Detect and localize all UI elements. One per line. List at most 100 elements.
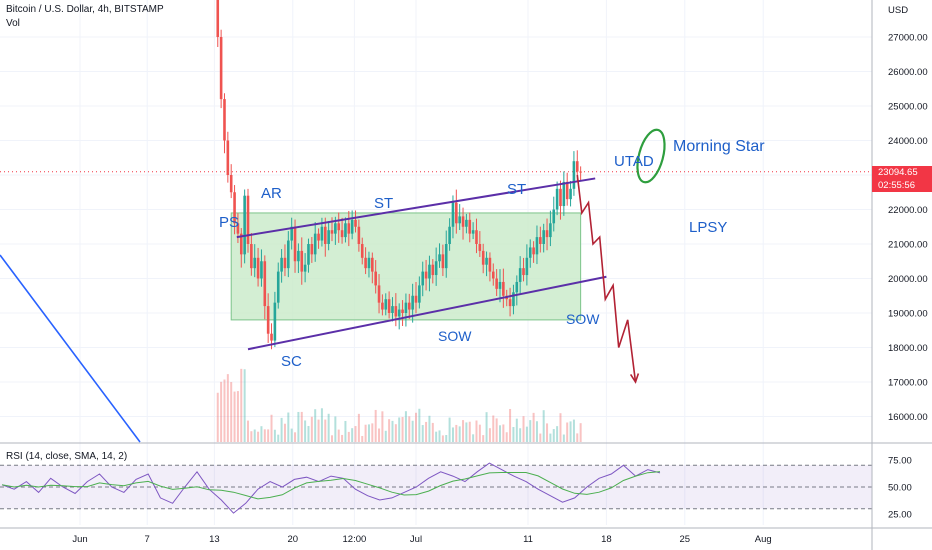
volume-bar bbox=[529, 420, 532, 442]
projection-arrowhead bbox=[629, 373, 640, 384]
time-tick-label: Jul bbox=[410, 534, 422, 545]
volume-bar bbox=[267, 429, 270, 442]
volume-bar bbox=[458, 426, 461, 442]
volume-bar bbox=[401, 417, 404, 442]
candle-body bbox=[216, 0, 220, 37]
drawings-layer bbox=[0, 128, 666, 443]
candle-body bbox=[273, 302, 277, 341]
volume-bar bbox=[488, 428, 491, 442]
time-tick-label: 18 bbox=[601, 534, 612, 545]
volume-bar bbox=[519, 428, 522, 442]
volume-bar bbox=[425, 421, 428, 442]
volume-bar bbox=[421, 425, 424, 442]
volume-bar bbox=[451, 427, 454, 442]
volume-bar bbox=[559, 413, 562, 442]
volume-bar bbox=[502, 424, 505, 442]
candle-body bbox=[287, 240, 290, 269]
candle-body bbox=[350, 219, 354, 234]
candle-body bbox=[414, 295, 418, 303]
volume-bar bbox=[535, 421, 538, 442]
candle-body bbox=[407, 302, 411, 310]
candle-body bbox=[532, 247, 535, 255]
volume-bar bbox=[230, 382, 233, 442]
volume-bar bbox=[243, 369, 246, 442]
volume-bar bbox=[273, 429, 276, 442]
candle-body bbox=[475, 230, 478, 244]
candle-body bbox=[270, 333, 273, 341]
volume-bar bbox=[569, 421, 572, 442]
candle-body bbox=[280, 257, 283, 272]
rsi-ma-line bbox=[1, 471, 661, 500]
candle-body bbox=[539, 237, 542, 244]
candle-body bbox=[515, 281, 519, 293]
candle-body bbox=[391, 306, 394, 313]
annotation-utad: UTAD bbox=[614, 153, 654, 170]
annotation-sow1: SOW bbox=[438, 328, 472, 344]
volume-bar bbox=[361, 435, 364, 442]
candle-body bbox=[488, 257, 492, 272]
annotation-morning-star: Morning Star bbox=[673, 138, 765, 155]
rsi-tick-label: 25.00 bbox=[888, 510, 912, 521]
candle-body bbox=[498, 281, 502, 289]
volume-bar bbox=[509, 408, 512, 442]
volume-bar bbox=[226, 374, 229, 442]
candle-body bbox=[360, 244, 364, 258]
candle-body bbox=[384, 299, 388, 310]
candle-body bbox=[522, 268, 525, 276]
volume-bar bbox=[378, 428, 381, 442]
candle-body bbox=[549, 223, 552, 238]
volume-bar bbox=[216, 392, 219, 442]
candle-body bbox=[471, 230, 475, 234]
candle-body bbox=[535, 237, 539, 255]
candle-body bbox=[495, 278, 498, 289]
candle-body bbox=[502, 281, 505, 296]
candle-body bbox=[266, 306, 270, 334]
candle-body bbox=[528, 247, 532, 258]
price-tick-label: 27000.00 bbox=[888, 33, 928, 44]
price-tick-label: 26000.00 bbox=[888, 67, 928, 78]
candle-body bbox=[572, 161, 576, 189]
candle-body bbox=[367, 257, 371, 269]
volume-bar bbox=[388, 419, 391, 442]
candle-body bbox=[458, 216, 461, 224]
candle-body bbox=[226, 140, 230, 175]
legend-rsi: RSI (14, close, SMA, 14, 2) bbox=[6, 451, 128, 462]
volume-bar bbox=[475, 420, 478, 442]
volume-bar bbox=[280, 417, 283, 442]
volume-bar bbox=[374, 409, 377, 442]
candle-body bbox=[381, 302, 384, 310]
volume-bar bbox=[482, 435, 485, 442]
volume-bar bbox=[364, 424, 367, 442]
volume-bar bbox=[415, 412, 417, 442]
volume-bar bbox=[270, 414, 273, 442]
candle-body bbox=[307, 244, 310, 265]
candle-body bbox=[559, 188, 562, 207]
candle-body bbox=[371, 257, 374, 272]
candle-body bbox=[330, 230, 334, 234]
price-tick-label: 16000.00 bbox=[888, 412, 928, 423]
decline-trendline bbox=[0, 254, 141, 443]
candle-body bbox=[250, 244, 253, 269]
volume-bar bbox=[485, 412, 488, 442]
volume-bar bbox=[240, 368, 243, 442]
volume-bar bbox=[334, 416, 337, 442]
volume-bar bbox=[512, 427, 515, 442]
candle-body bbox=[364, 257, 367, 269]
candle-body bbox=[434, 261, 438, 276]
volume-bar bbox=[290, 428, 293, 442]
volume-bar bbox=[367, 424, 370, 442]
price-tick-label: 19000.00 bbox=[888, 309, 928, 320]
candle-body bbox=[579, 171, 582, 173]
volume-bar bbox=[263, 429, 266, 442]
candle-body bbox=[283, 257, 287, 269]
candle-body bbox=[310, 244, 314, 255]
candle-body bbox=[260, 261, 263, 279]
volume-bar bbox=[250, 431, 253, 442]
volume-bar bbox=[294, 432, 297, 442]
volume-bar bbox=[435, 431, 438, 442]
candle-body bbox=[233, 192, 236, 224]
volume-bar bbox=[566, 422, 569, 442]
volume-layer bbox=[216, 368, 582, 442]
